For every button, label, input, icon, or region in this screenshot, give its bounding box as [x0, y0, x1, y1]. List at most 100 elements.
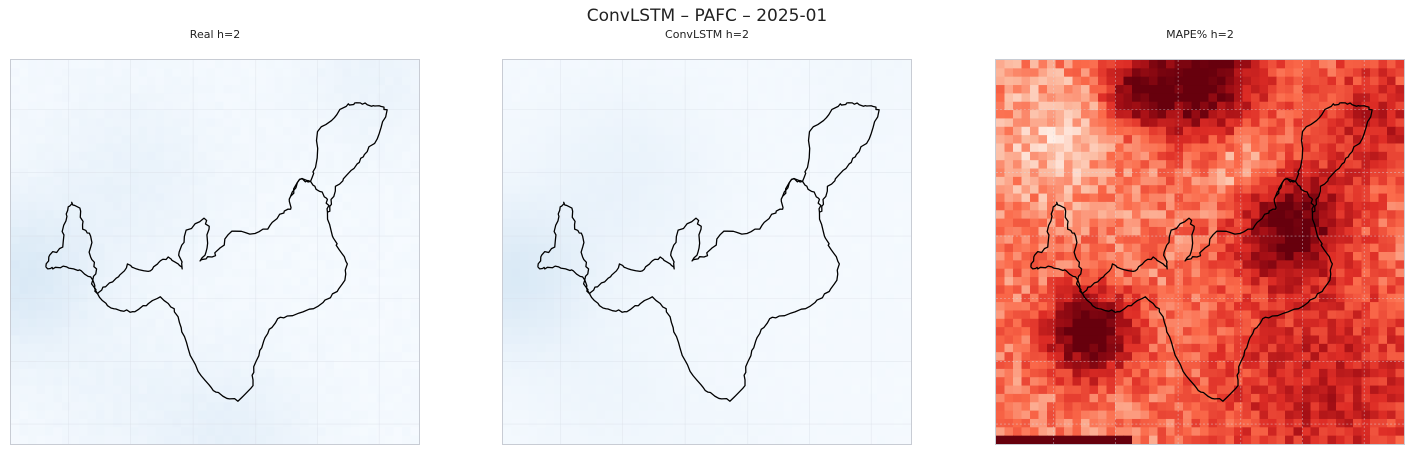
heatmap-cell — [164, 218, 174, 228]
heatmap-cell — [121, 327, 131, 337]
heatmap-cell — [266, 226, 276, 236]
heatmap-cell — [707, 427, 717, 437]
heatmap-cell — [809, 118, 819, 128]
heatmap-cell — [809, 402, 819, 412]
heatmap-cell — [1064, 143, 1074, 153]
heatmap-cell — [758, 68, 768, 78]
heatmap-cell — [622, 143, 632, 153]
heatmap-cell — [96, 377, 106, 387]
heatmap-cell — [639, 402, 649, 412]
heatmap-cell — [274, 226, 284, 236]
heatmap-cell — [664, 277, 674, 286]
heatmap-cell — [690, 193, 700, 203]
heatmap-cell — [87, 318, 97, 328]
heatmap-cell — [11, 60, 21, 69]
heatmap-cell — [528, 393, 538, 403]
heatmap-cell — [792, 76, 802, 86]
heatmap-cell — [257, 410, 267, 420]
heatmap-cell — [1157, 93, 1167, 103]
heatmap-cell — [70, 126, 80, 136]
heatmap-cell — [902, 93, 911, 103]
heatmap-cell — [291, 60, 301, 69]
heatmap-cell — [87, 385, 97, 395]
heatmap-cell — [87, 435, 97, 444]
heatmap-cell — [53, 193, 63, 203]
heatmap-cell — [359, 293, 369, 303]
heatmap-cell — [741, 260, 751, 270]
heatmap-cell — [410, 327, 419, 337]
heatmap-cell — [894, 327, 904, 337]
heatmap-cell — [215, 435, 225, 444]
heatmap-cell — [724, 393, 734, 403]
heatmap-cell — [130, 327, 140, 337]
heatmap-cell — [342, 118, 352, 128]
heatmap-cell — [732, 435, 742, 444]
heatmap-cell — [130, 110, 140, 120]
heatmap-cell — [249, 185, 259, 195]
heatmap-cell — [121, 302, 131, 312]
heatmap-cell — [690, 151, 700, 161]
heatmap-cell — [1013, 76, 1023, 86]
heatmap-cell — [36, 168, 46, 178]
heatmap-cell — [368, 168, 378, 178]
heatmap-cell — [579, 143, 589, 153]
heatmap-cell — [240, 135, 250, 145]
heatmap-cell — [215, 76, 225, 86]
heatmap-cell — [554, 335, 564, 345]
heatmap-cell — [87, 60, 97, 69]
heatmap-cell — [647, 293, 657, 303]
heatmap-cell — [79, 118, 89, 128]
heatmap-cell — [283, 201, 293, 211]
heatmap-cell — [215, 260, 225, 270]
heatmap-cell — [562, 60, 572, 69]
heatmap-cell — [1157, 76, 1167, 86]
heatmap-cell — [28, 243, 38, 253]
heatmap-cell — [376, 427, 386, 437]
heatmap-cell — [53, 185, 63, 195]
heatmap-cell — [172, 427, 182, 437]
heatmap-cell — [562, 302, 572, 312]
heatmap-cell — [511, 60, 521, 69]
heatmap-cell — [1234, 135, 1244, 145]
heatmap-cell — [155, 293, 165, 303]
heatmap-cell — [96, 352, 106, 362]
heatmap-cell — [96, 135, 106, 145]
heatmap-cell — [860, 218, 870, 228]
heatmap-cell — [172, 210, 182, 220]
heatmap-cell — [851, 226, 861, 236]
heatmap-cell — [240, 343, 250, 353]
heatmap-cell — [36, 327, 46, 337]
heatmap-cell — [724, 151, 734, 161]
heatmap-cell — [376, 243, 386, 253]
heatmap-cell — [639, 435, 649, 444]
heatmap-cell — [792, 335, 802, 345]
heatmap-cell — [749, 260, 759, 270]
heatmap-cell — [257, 201, 267, 211]
heatmap-cell — [588, 360, 598, 370]
heatmap-cell — [28, 260, 38, 270]
heatmap-cell — [1081, 126, 1091, 136]
heatmap-cell — [291, 126, 301, 136]
heatmap-cell — [189, 218, 199, 228]
heatmap-cell — [732, 201, 742, 211]
heatmap-cell — [19, 201, 29, 211]
heatmap-cell — [664, 185, 674, 195]
heatmap-cell — [622, 318, 632, 328]
heatmap-cell — [554, 118, 564, 128]
heatmap-cell — [783, 327, 793, 337]
heatmap-cell — [724, 252, 734, 261]
heatmap-cell — [172, 293, 182, 303]
heatmap-cell — [215, 402, 225, 412]
heatmap-cell — [308, 243, 318, 253]
heatmap-cell — [520, 427, 530, 437]
heatmap-cell — [639, 377, 649, 387]
heatmap-cell — [1030, 85, 1040, 94]
heatmap-cell — [647, 343, 657, 353]
heatmap-cell — [155, 335, 165, 345]
heatmap-cell — [1242, 60, 1252, 69]
heatmap-cell — [1387, 68, 1397, 78]
heatmap-cell — [1353, 135, 1363, 145]
heatmap-cell — [639, 427, 649, 437]
heatmap-cell — [656, 60, 666, 69]
heatmap-cell — [817, 368, 827, 378]
